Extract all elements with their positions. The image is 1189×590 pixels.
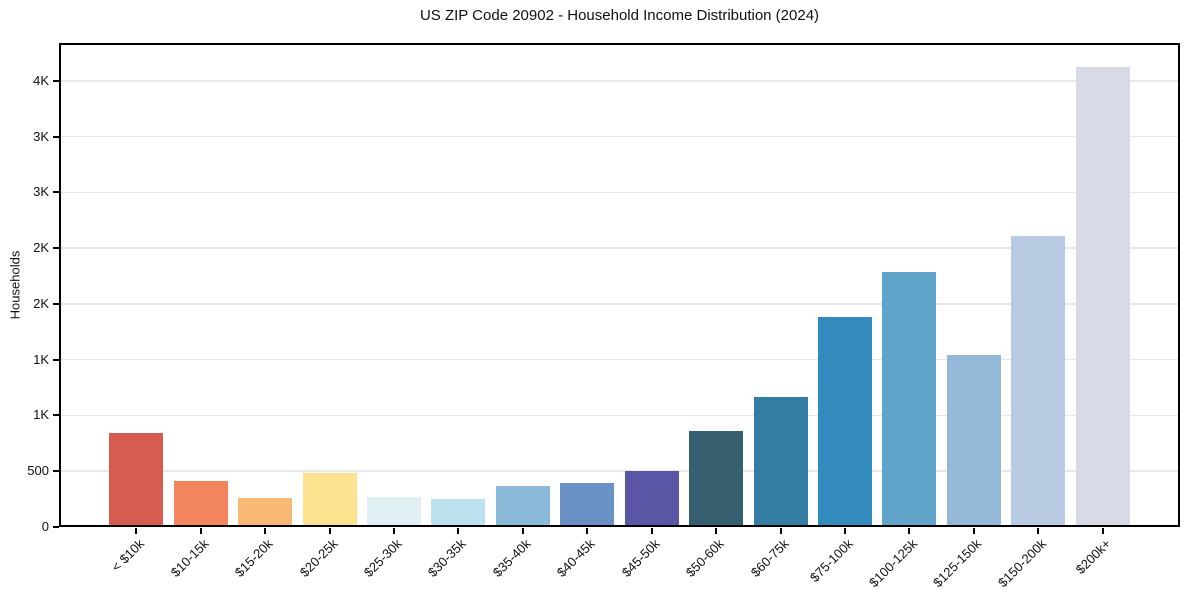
bar-125-150k [946,355,1001,527]
y-tick-label: 1K [33,351,49,367]
x-tick-mark [135,528,138,534]
x-tick-label: $150-200k [994,536,1049,590]
bar-50-60k [689,430,744,527]
gridline [59,470,1180,472]
x-tick-label: $10-15k [167,536,212,580]
x-tick-mark [457,528,460,534]
x-tick-mark [844,528,847,534]
gridline [59,247,1180,249]
gridline [59,191,1180,194]
bar-30-35k [431,498,486,527]
y-tick-label: 0 [41,519,49,534]
x-tick-label: $100-125k [866,536,921,590]
y-tick-label: 3K [33,184,49,200]
y-tick-mark [53,414,59,417]
x-tick-label: $45-50k [618,536,663,580]
chart-title: US ZIP Code 20902 - Household Income Dis… [419,7,820,24]
bar-60-75k [753,396,808,527]
y-tick-mark [53,526,59,528]
x-tick-label: $75-100k [806,536,856,585]
bar-150-200k [1011,236,1066,527]
x-tick-label: $25-30k [360,536,405,580]
x-tick-mark [264,528,267,534]
y-tick-label: 4K [33,72,49,88]
y-tick-label: 500 [27,463,49,479]
x-tick-mark [715,528,718,534]
x-tick-label: < $10k [108,536,147,575]
x-tick-mark [650,528,653,534]
plot-area [59,43,1180,527]
bar-15-20k [238,497,293,527]
x-tick-label: $50-60k [682,536,727,580]
x-tick-label: $60-75k [747,536,792,580]
x-tick-mark [328,528,331,534]
x-tick-mark [908,528,911,534]
y-tick-mark [53,191,59,194]
bar-10k [109,432,164,527]
x-tick-mark [1101,528,1104,534]
x-tick-mark [779,528,782,534]
y-tick-label: 3K [33,128,49,144]
y-tick-mark [53,302,59,305]
x-tick-mark [586,528,589,534]
gridline [59,135,1180,138]
x-tick-mark [972,528,975,534]
bar-200k [1075,66,1130,527]
y-tick-mark [53,79,59,82]
y-tick-label: 1K [33,407,49,423]
y-tick-mark [53,247,59,250]
x-tick-label: $20-25k [296,536,341,580]
bar-100-125k [882,272,937,527]
gridline [59,414,1180,417]
bar-45-50k [624,470,679,527]
y-tick-label: 2K [33,295,49,311]
y-tick-mark [53,358,59,361]
bar-20-25k [302,473,357,527]
bar-40-45k [560,482,615,527]
x-tick-label: $125-150k [930,536,985,590]
bar-35-40k [495,485,550,527]
x-tick-mark [199,528,202,534]
y-tick-label: 2K [33,240,49,256]
gridline [59,303,1180,305]
x-tick-mark [392,528,395,534]
y-tick-mark [53,135,59,138]
y-tick-mark [53,470,59,473]
x-tick-label: $200k+ [1072,536,1114,578]
x-tick-label: $15-20k [231,536,276,580]
x-tick-label: $30-35k [425,536,470,580]
x-tick-label: $40-45k [554,536,598,580]
bar-25-30k [366,496,421,527]
x-tick-label: $35-40k [489,536,534,580]
bar-10-15k [173,480,228,527]
gridline [59,80,1180,82]
x-tick-mark [1037,528,1040,534]
x-tick-mark [521,528,524,534]
gridline [59,358,1180,361]
bar-75-100k [818,317,873,527]
